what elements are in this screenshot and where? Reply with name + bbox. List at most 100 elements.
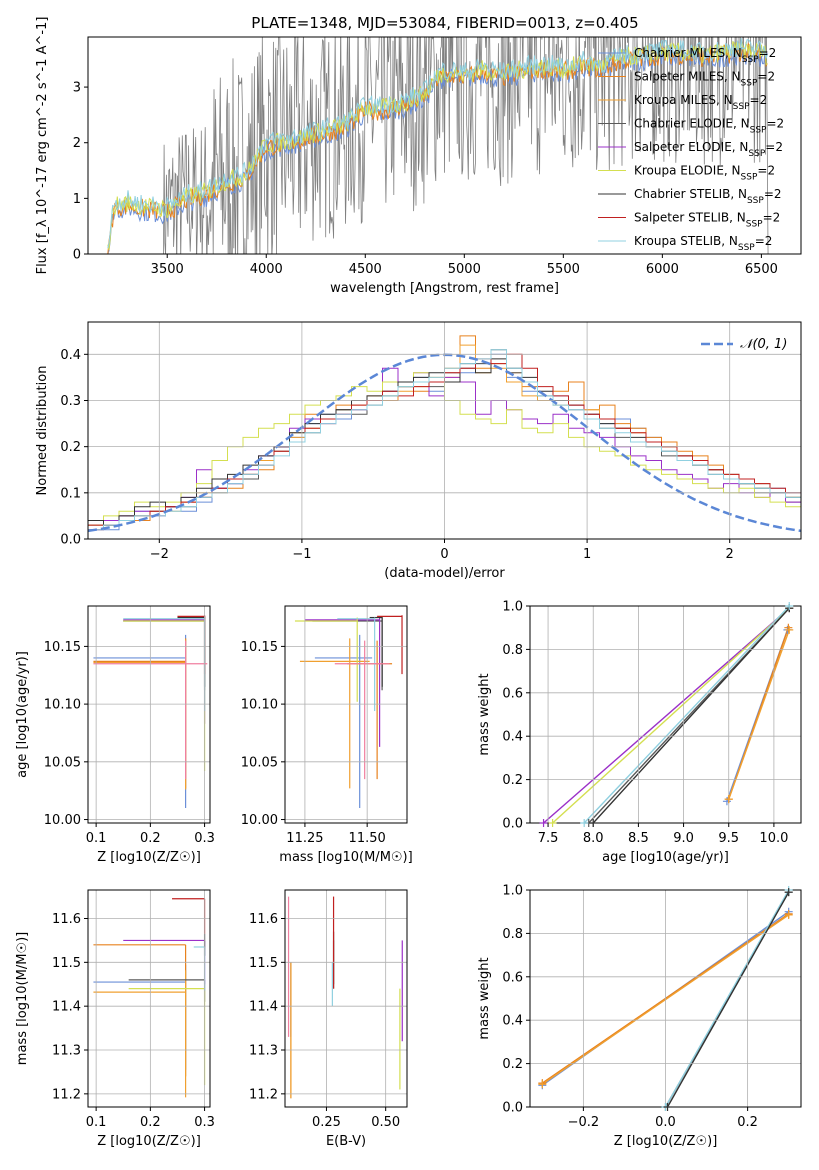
legend-label-sub: SSP: [742, 55, 759, 65]
plot-area: [294, 615, 403, 808]
legend-label: Chabrier STELIB, NSSP=2: [634, 187, 782, 206]
x-tick-label: 10.0: [759, 831, 788, 846]
legend-label-value: =2: [750, 93, 768, 107]
legend-label: Salpeter MILES, NSSP=2: [634, 70, 775, 89]
weight-marker: [784, 888, 793, 897]
y-tick-label: 0.0: [502, 1101, 523, 1116]
y-tick-label: 10.15: [44, 640, 81, 655]
legend-label-sub: SSP: [741, 79, 758, 89]
legend-label: Kroupa MILES, NSSP=2: [634, 93, 767, 112]
axes-frame: [284, 605, 408, 824]
chart-residuals: −2 −1 0 1 2 0.0 0.1 0.2 0.3 0.4 (data-model)/error…: [35, 321, 802, 581]
weight-marker: [538, 1080, 547, 1089]
y-tick-label: 10.00: [241, 813, 278, 828]
y-tick-label: 0.8: [502, 927, 523, 942]
chart-mass-vs-Z: 0.1 0.2 0.3 11.2 11.3 11.4 11.5 11.6 Z [log10(Z/…: [15, 889, 215, 1149]
y-tick-label: 11.6: [249, 912, 278, 927]
x-tick-label: 0.1: [86, 831, 107, 846]
y-tick-label: 2: [73, 136, 81, 151]
y-axis-label: mass weight: [477, 957, 492, 1039]
y-tick-label: 10.10: [44, 698, 81, 713]
y-tick-label: 0.4: [60, 348, 81, 363]
x-tick-label: 0.2: [737, 1115, 758, 1130]
y-tick-label: 10.05: [44, 755, 81, 770]
legend-label-sub: SSP: [746, 220, 763, 230]
x-axis-label: mass [log10(M/M☉)]: [279, 850, 412, 865]
x-tick-label: 0.25: [312, 1115, 341, 1130]
y-tick-label: 0.6: [502, 970, 523, 985]
legend-label-text: Kroupa STELIB, N: [634, 234, 738, 248]
weight-marker: [724, 795, 733, 804]
x-axis-label: Z [log10(Z/Z☉)]: [97, 850, 201, 865]
data-spectrum: [163, 37, 769, 254]
axes-frame: [87, 321, 802, 540]
legend-label-text: Chabrier MILES, N: [634, 46, 742, 60]
y-tick-label: 11.5: [249, 956, 278, 971]
x-tick-label: −2: [150, 547, 169, 562]
x-tick-label: 8.5: [628, 831, 649, 846]
x-tick-label: 3500: [151, 262, 184, 277]
legend-label-value: =2: [766, 117, 784, 131]
weight-marker: [548, 819, 557, 827]
weight-line: [552, 607, 790, 823]
legend-label-text: Kroupa ELODIE, N: [634, 164, 741, 178]
y-tick-label: 10.05: [241, 755, 278, 770]
legend-label-value: =2: [757, 70, 775, 84]
x-axis-label: Z [log10(Z/Z☉)]: [97, 1134, 201, 1149]
legend-label-value: =2: [759, 46, 777, 60]
x-tick-label: 0.1: [86, 1115, 107, 1130]
plot-area: [107, 37, 769, 254]
chart-spectrum: 3500 4000 4500 5000 5500 6000 6500 0 1 2 3 waveleng…: [35, 17, 802, 296]
model-spectrum: [107, 42, 768, 254]
figure-title: PLATE=1348, MJD=53084, FIBERID=0013, z=0…: [251, 14, 638, 32]
y-axis-label: mass weight: [477, 673, 492, 755]
legend-label-text: Salpeter STELIB, N: [634, 211, 746, 225]
plot-area: [287, 896, 403, 1099]
x-tick-label: 9.0: [673, 831, 694, 846]
axes-frame: [87, 889, 211, 1108]
y-tick-label: 11.3: [52, 1044, 81, 1059]
weight-marker: [589, 819, 598, 827]
y-tick-label: 11.2: [52, 1087, 81, 1102]
x-tick-label: 11.25: [286, 831, 323, 846]
weight-line: [664, 890, 790, 1107]
x-tick-label: 5500: [547, 262, 580, 277]
axes-frame: [87, 605, 211, 824]
y-axis-label: mass [log10(M/M☉)]: [15, 932, 30, 1065]
x-tick-label: 0.50: [371, 1115, 400, 1130]
legend-label-value: =2: [755, 234, 773, 248]
legend-label-sub: SSP: [733, 102, 750, 112]
y-tick-label: 0.1: [60, 486, 81, 501]
y-tick-label: 0.2: [502, 1057, 523, 1072]
model-spectrum: [107, 37, 768, 249]
y-tick-label: 0.6: [502, 686, 523, 701]
x-tick-label: 6500: [745, 262, 778, 277]
x-tick-label: 0.3: [194, 831, 215, 846]
x-tick-label: 1: [583, 547, 591, 562]
y-tick-label: 0.2: [60, 440, 81, 455]
x-tick-label: 0: [440, 547, 448, 562]
x-tick-label: 4000: [250, 262, 283, 277]
x-tick-label: 2: [726, 547, 734, 562]
y-tick-label: 10.10: [241, 698, 278, 713]
x-axis-label: Z [log10(Z/Z☉)]: [614, 1134, 718, 1149]
weight-line: [583, 606, 790, 823]
x-tick-label: −0.2: [568, 1115, 600, 1130]
legend-label-sub: SSP: [748, 149, 765, 159]
x-tick-label: 0.3: [194, 1115, 215, 1130]
legend-label-text: Kroupa MILES, N: [634, 93, 733, 107]
chart-weight-vs-Z: −0.2 0.0 0.2 0.0 0.2 0.4 0.6 0.8 1.0 Z [log10(Z/Z…: [477, 884, 802, 1149]
y-tick-label: 11.6: [52, 912, 81, 927]
x-axis-label: E(B-V): [326, 1134, 366, 1149]
y-tick-label: 1: [73, 192, 81, 207]
weight-marker: [722, 797, 731, 806]
y-tick-label: 0: [73, 248, 81, 263]
x-axis-label: (data-model)/error: [384, 566, 505, 581]
x-tick-label: 7.5: [538, 831, 559, 846]
legend-label-text: Salpeter ELODIE, N: [634, 140, 748, 154]
legend-label-value: =2: [757, 164, 775, 178]
plot-area: [93, 898, 206, 1098]
weight-line: [592, 607, 790, 823]
weight-line: [666, 891, 790, 1107]
x-axis-label: age [log10(age/yr)]: [602, 850, 729, 865]
